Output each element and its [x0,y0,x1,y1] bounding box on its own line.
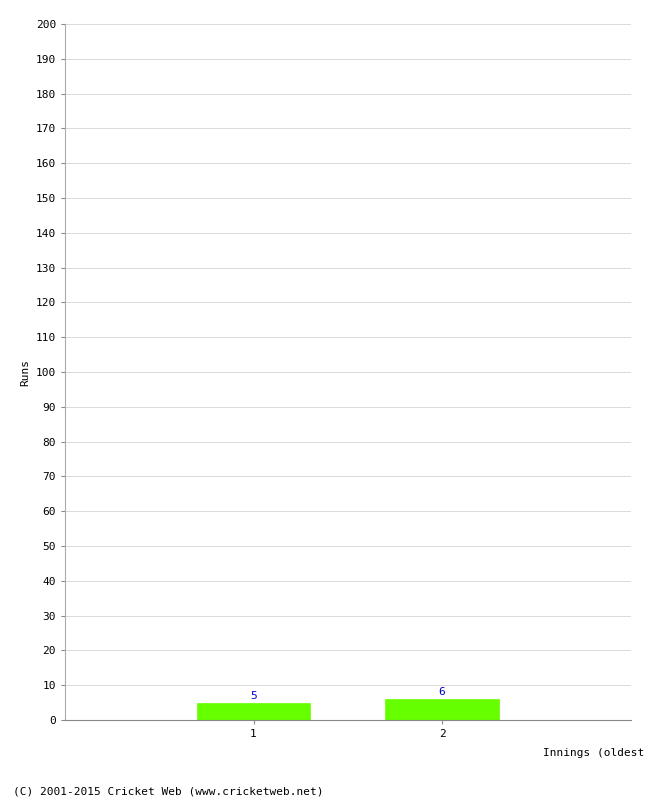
X-axis label: Innings (oldest to newest): Innings (oldest to newest) [543,748,650,758]
Text: (C) 2001-2015 Cricket Web (www.cricketweb.net): (C) 2001-2015 Cricket Web (www.cricketwe… [13,786,324,796]
Bar [385,699,499,720]
Y-axis label: Runs: Runs [20,358,30,386]
Text: 5: 5 [250,691,257,701]
Bar [197,702,310,720]
Text: 6: 6 [439,687,445,698]
